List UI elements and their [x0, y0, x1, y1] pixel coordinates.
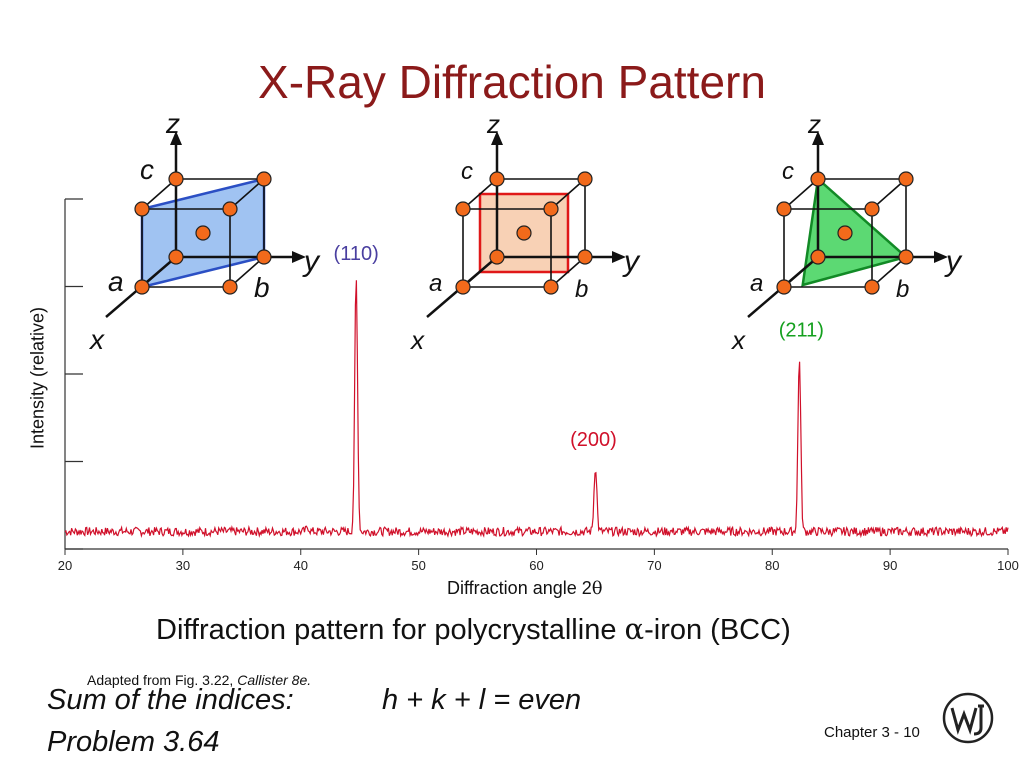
peak-label: (211)	[779, 320, 824, 342]
atom	[864, 279, 880, 295]
sum-of-indices-label: Sum of the indices:	[47, 684, 294, 716]
atom	[222, 201, 238, 217]
edge-label-b: b	[896, 276, 909, 303]
edge-label-b: b	[575, 276, 588, 303]
atom	[455, 201, 471, 217]
arrowhead-icon	[612, 251, 626, 263]
atom	[810, 249, 826, 265]
diffraction-spectrum-line	[64, 280, 1009, 539]
x-tick-label: 30	[176, 558, 190, 573]
atom	[222, 279, 238, 295]
source-attribution: Adapted from Fig. 3.22, Callister 8e.	[87, 672, 312, 688]
axis-label-x: x	[409, 325, 425, 355]
problem-reference: Problem 3.64	[47, 726, 220, 758]
atom	[776, 201, 792, 217]
y-axis-label: Intensity (relative)	[27, 306, 48, 450]
atom	[810, 171, 826, 187]
unit-cells: z y x c a b z y x c a b z y x c a b	[88, 108, 963, 355]
atom	[168, 249, 184, 265]
x-tick-label: 60	[529, 558, 543, 573]
arrowhead-icon	[934, 251, 948, 263]
atom	[898, 249, 914, 265]
x-tick-label: 50	[411, 558, 425, 573]
x-tick-label: 90	[883, 558, 897, 573]
x-tick-label: 80	[765, 558, 779, 573]
atom	[256, 249, 272, 265]
peak-label: (200)	[570, 429, 617, 451]
edge-label-a: a	[108, 266, 124, 297]
edge-label-c: c	[140, 154, 154, 185]
chapter-page-number: Chapter 3 - 10	[824, 724, 920, 741]
axis-label-y: y	[622, 245, 641, 278]
atom	[898, 171, 914, 187]
peak-label: (110)	[334, 243, 379, 265]
axis-label-z: z	[165, 108, 180, 139]
edge-label-c: c	[461, 158, 473, 185]
center-atom	[837, 225, 853, 241]
atom	[489, 171, 505, 187]
atom	[577, 249, 593, 265]
x-axis-label: Diffraction angle 2θ	[447, 578, 603, 599]
atom	[577, 171, 593, 187]
axis-label-z: z	[486, 109, 500, 139]
unit-cell-2: z y x c a b	[409, 109, 641, 355]
atom	[543, 201, 559, 217]
unit-cell-1: z y x c a b	[88, 108, 321, 355]
x-tick-label: 70	[647, 558, 661, 573]
axis-label-x: x	[88, 324, 105, 355]
x-tick-label: 40	[294, 558, 308, 573]
atom	[543, 279, 559, 295]
edge-label-a: a	[429, 270, 442, 297]
figure-caption: Diffraction pattern for polycrystalline …	[156, 612, 791, 646]
edge-label-b: b	[254, 272, 270, 303]
miller-plane	[801, 176, 909, 287]
y-axis	[64, 198, 83, 550]
atom	[776, 279, 792, 295]
axis-label-y: y	[302, 245, 321, 278]
edge-label-c: c	[782, 158, 794, 185]
center-atom	[195, 225, 211, 241]
x-axis: 20 30 40 50 60 70 80 90 100	[58, 548, 1019, 573]
atom	[168, 171, 184, 187]
axis-label-y: y	[944, 245, 963, 278]
indices-formula: h + k + l = even	[382, 684, 582, 716]
arrowhead-icon	[292, 251, 306, 263]
edge-label-a: a	[750, 270, 763, 297]
atom	[455, 279, 471, 295]
atom	[134, 201, 150, 217]
axis-label-x: x	[730, 325, 746, 355]
atom	[489, 249, 505, 265]
x-tick-label: 100	[997, 558, 1019, 573]
wiley-logo-icon	[942, 692, 994, 744]
atom	[256, 171, 272, 187]
axis-label-z: z	[807, 109, 821, 139]
atom	[134, 279, 150, 295]
arrowhead-icon	[170, 131, 182, 145]
slide-title: X-Ray Diffraction Pattern	[258, 56, 766, 108]
arrowhead-icon	[812, 131, 824, 145]
x-tick-label: 20	[58, 558, 72, 573]
unit-cell-3: z y x c a b	[730, 109, 963, 355]
atom	[864, 201, 880, 217]
arrowhead-icon	[491, 131, 503, 145]
peak-labels: (110) (200) (211)	[334, 243, 824, 451]
center-atom	[516, 225, 532, 241]
